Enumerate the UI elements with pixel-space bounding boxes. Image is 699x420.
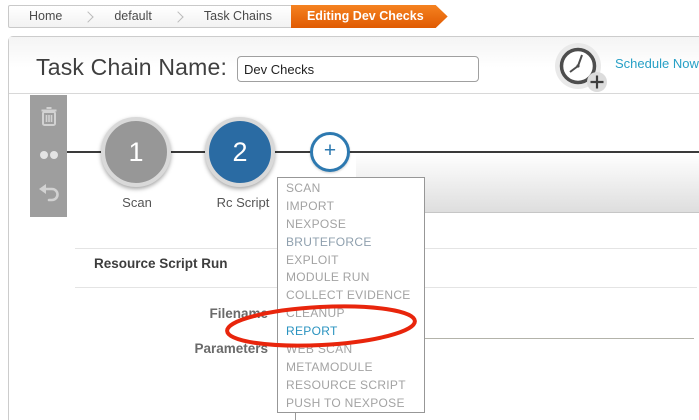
breadcrumb-task-chains[interactable]: Task Chains (203, 9, 272, 23)
breadcrumb: Home default Task Chains Editing Dev Che… (8, 5, 448, 28)
menu-item-report[interactable]: REPORT (286, 324, 338, 339)
breadcrumb-active-editing: Editing Dev Checks (291, 5, 448, 28)
filename-label: Filename (209, 306, 268, 321)
schedule-now-link[interactable]: Schedule Now (615, 56, 699, 71)
task-chain-name-input[interactable] (237, 56, 479, 82)
node-number: 1 (128, 136, 144, 167)
chevron-right-icon (82, 10, 95, 23)
panel-header: Task Chain Name: Schedule Now (9, 37, 699, 94)
menu-item-nexpose[interactable]: NEXPOSE (286, 216, 347, 231)
task-type-menu: SCAN IMPORT NEXPOSE BRUTEFORCE EXPLOIT M… (277, 177, 425, 413)
trash-icon[interactable] (37, 105, 61, 129)
node-number: 2 (232, 136, 248, 167)
menu-item-scan[interactable]: SCAN (286, 181, 321, 195)
node-label-scan: Scan (122, 195, 152, 210)
chevron-right-icon (172, 10, 184, 23)
filename-input-underline (277, 338, 694, 339)
clock-add-icon[interactable] (552, 41, 610, 100)
section-title: Resource Script Run (94, 256, 228, 271)
breadcrumb-home[interactable]: Home (29, 9, 63, 23)
parameters-label: Parameters (194, 341, 268, 356)
chain-node-1-scan[interactable]: 1 (101, 117, 171, 187)
menu-item-exploit[interactable]: EXPLOIT (286, 252, 339, 267)
menu-item-bruteforce[interactable]: BRUTEFORCE (286, 234, 372, 249)
menu-item-web-scan[interactable]: WEB SCAN (286, 342, 353, 357)
undo-icon[interactable] (37, 181, 61, 205)
menu-item-push-to-nexpose[interactable]: PUSH TO NEXPOSE (286, 395, 405, 410)
chain-node-2-rc-script[interactable]: 2 (205, 117, 275, 187)
ellipsis-icon[interactable] (37, 143, 61, 167)
breadcrumb-group: Home default Task Chains (8, 5, 293, 28)
menu-item-metamodule[interactable]: METAMODULE (286, 359, 373, 374)
add-task-button[interactable]: + (310, 132, 350, 172)
menu-item-cleanup[interactable]: CLEANUP (286, 306, 345, 321)
menu-item-import[interactable]: IMPORT (286, 198, 335, 213)
menu-item-resource-script[interactable]: RESOURCE SCRIPT (286, 377, 406, 392)
breadcrumb-default[interactable]: default (114, 9, 152, 23)
node-label-rc-script: Rc Script (216, 195, 270, 210)
menu-item-module-run[interactable]: MODULE RUN (286, 270, 370, 285)
page-title: Task Chain Name: (36, 54, 228, 80)
menu-item-collect-evidence[interactable]: COLLECT EVIDENCE (286, 288, 411, 303)
chain-connector-line (67, 151, 699, 153)
parameters-textarea-edge (295, 413, 296, 420)
chain-toolbar (30, 95, 67, 217)
